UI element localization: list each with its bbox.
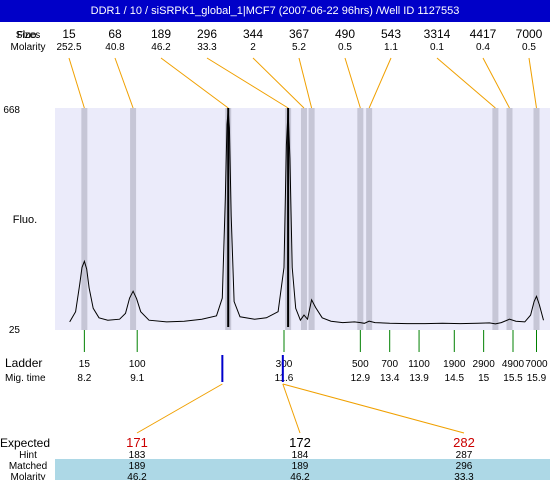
expected-molarity: 46.2 xyxy=(290,472,310,480)
expected-connector xyxy=(136,383,223,434)
ladder-size-label: 4900 xyxy=(502,359,525,370)
peak-connector xyxy=(344,57,361,109)
expected-value: 172 xyxy=(289,435,311,450)
ladder-size-label: 1100 xyxy=(408,359,430,370)
peak-connector xyxy=(298,57,313,109)
window-title: DDR1 / 10 / siSRPK1_global_1|MCF7 (2007-… xyxy=(90,5,460,17)
peak-size-label: 490 xyxy=(335,27,355,41)
ladder-size-label: 1900 xyxy=(443,359,466,370)
expected-connector xyxy=(282,383,301,434)
y-axis-label: Fluo. xyxy=(13,214,37,226)
peak-molarity-label: 0.5 xyxy=(522,42,536,53)
expected-value: 171 xyxy=(126,435,148,450)
peak-molarity-label: 40.8 xyxy=(105,42,125,53)
ladder-time-label: 11.6 xyxy=(275,373,294,384)
peak-connector xyxy=(252,57,305,109)
peak-band xyxy=(366,108,373,330)
peak-connector xyxy=(482,57,510,109)
hint-label: Hint xyxy=(19,450,37,461)
peak-band xyxy=(300,108,307,330)
molarity-label: Molarity xyxy=(10,472,45,480)
y-tick-label: 25 xyxy=(9,325,21,336)
peak-connector xyxy=(160,57,229,109)
peak-band xyxy=(506,108,513,330)
title-bar: DDR1 / 10 / siSRPK1_global_1|MCF7 (2007-… xyxy=(0,0,550,22)
peak-molarity-label: 252.5 xyxy=(56,42,81,53)
ladder-size-label: 500 xyxy=(352,359,369,370)
expected-matched: 189 xyxy=(129,461,146,472)
ladder-time-label: 15 xyxy=(478,373,490,384)
ladder-time-label: 15.5 xyxy=(503,373,523,384)
peak-size-label: 367 xyxy=(289,27,309,41)
ladder-time-label: 15.9 xyxy=(527,373,547,384)
mig-time-label: Mig. time xyxy=(5,373,46,384)
peak-band xyxy=(492,108,499,330)
expected-value: 282 xyxy=(453,435,475,450)
peak-molarity-label: 2 xyxy=(250,42,256,53)
matched-row-highlight xyxy=(55,459,550,470)
expected-hint: 287 xyxy=(456,450,473,461)
peak-size-label: 296 xyxy=(197,27,217,41)
ladder-size-label: 7000 xyxy=(525,359,548,370)
ladder-size-label: 300 xyxy=(276,359,293,370)
matched-label: Matched xyxy=(9,461,47,472)
expected-molarity: 33.3 xyxy=(454,472,474,480)
peak-molarity-label: 0.4 xyxy=(476,42,490,53)
peak-band xyxy=(308,108,315,330)
expected-hint: 183 xyxy=(129,450,146,461)
peak-size-label: 3314 xyxy=(424,27,451,41)
ladder-size-label: 100 xyxy=(129,359,146,370)
peak-molarity-label: 0.5 xyxy=(338,42,352,53)
peak-band xyxy=(357,108,364,330)
expected-hint: 184 xyxy=(292,450,309,461)
peak-size-label: 189 xyxy=(151,27,171,41)
expected-matched: 296 xyxy=(456,461,473,472)
peak-molarity-label: 46.2 xyxy=(151,42,171,53)
peak-connector xyxy=(68,57,85,109)
top-row-fluo-label: Fluo. xyxy=(17,30,39,41)
molarity-row-highlight xyxy=(55,470,550,480)
ladder-size-label: 15 xyxy=(79,359,91,370)
ladder-time-label: 13.9 xyxy=(409,373,429,384)
ladder-time-label: 12.9 xyxy=(351,373,371,384)
peak-connector xyxy=(368,57,392,109)
ladder-time-label: 9.1 xyxy=(130,373,144,384)
peak-connector xyxy=(206,57,289,109)
peak-molarity-label: 0.1 xyxy=(430,42,444,53)
peak-molarity-label: 33.3 xyxy=(197,42,217,53)
peak-molarity-label: 1.1 xyxy=(384,42,398,53)
ladder-time-label: 8.2 xyxy=(77,373,91,384)
peak-connector xyxy=(528,57,537,109)
peak-size-label: 15 xyxy=(62,27,76,41)
top-row-molarity-label: Molarity xyxy=(10,42,45,53)
peak-size-label: 543 xyxy=(381,27,401,41)
expected-molarity: 46.2 xyxy=(127,472,147,480)
peak-size-label: 4417 xyxy=(470,27,497,41)
peak-size-label: 68 xyxy=(108,27,122,41)
expected-matched: 189 xyxy=(292,461,309,472)
peak-band xyxy=(81,108,88,330)
peak-band xyxy=(130,108,137,330)
ladder-size-label: 2900 xyxy=(473,359,496,370)
peak-connector xyxy=(436,57,496,109)
peak-connector xyxy=(114,57,134,109)
peak-size-label: 7000 xyxy=(516,27,543,41)
top-row-sizes-label: Sizes xyxy=(16,30,40,41)
peak-molarity-label: 5.2 xyxy=(292,42,306,53)
ladder-label: Ladder xyxy=(5,356,42,370)
ladder-time-label: 13.4 xyxy=(380,373,400,384)
peak-band xyxy=(533,108,540,330)
y-tick-label: 668 xyxy=(3,105,20,116)
ladder-size-label: 700 xyxy=(381,359,398,370)
expected-label: Expected xyxy=(0,436,50,450)
peak-size-label: 344 xyxy=(243,27,263,41)
ladder-time-label: 14.5 xyxy=(445,373,465,384)
expected-connector xyxy=(282,383,465,434)
